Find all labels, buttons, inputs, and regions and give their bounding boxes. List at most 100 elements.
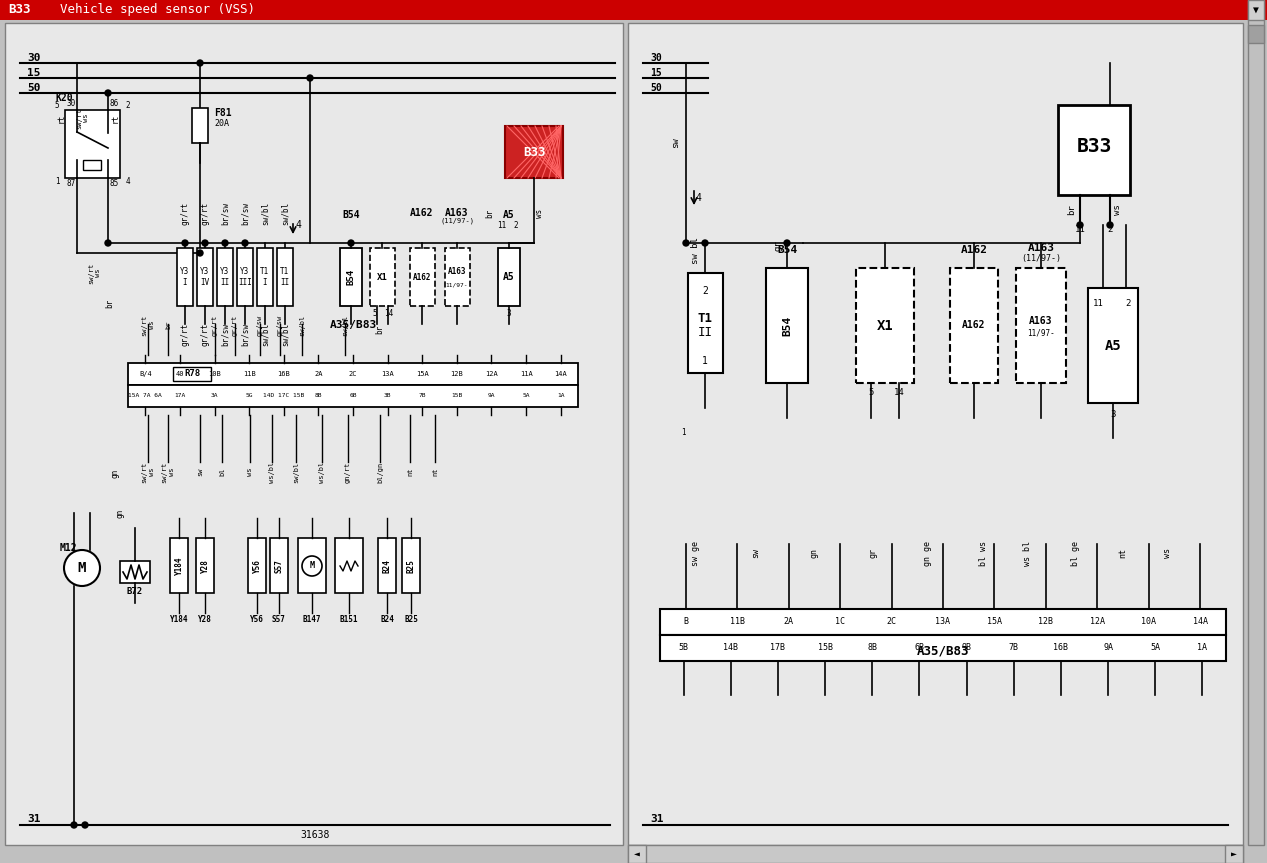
Bar xyxy=(411,248,435,306)
Text: 1: 1 xyxy=(702,356,708,366)
Text: B33: B33 xyxy=(1077,137,1111,156)
Bar xyxy=(1248,0,1264,845)
Bar xyxy=(856,268,914,383)
Bar xyxy=(84,160,101,170)
Bar xyxy=(170,538,188,593)
Text: ws: ws xyxy=(1114,205,1123,216)
Text: 1: 1 xyxy=(54,178,60,186)
Bar xyxy=(950,268,998,383)
Text: 11B: 11B xyxy=(243,371,256,377)
Text: 50: 50 xyxy=(27,83,41,93)
Text: B24: B24 xyxy=(380,614,394,623)
Text: 11/97-: 11/97- xyxy=(446,282,469,287)
Text: M: M xyxy=(309,562,314,570)
Circle shape xyxy=(196,60,203,66)
Bar xyxy=(128,363,578,385)
Text: sw/bl: sw/bl xyxy=(299,314,305,336)
Text: B25: B25 xyxy=(407,559,416,573)
Text: 14D 17C 15B: 14D 17C 15B xyxy=(264,394,304,399)
Text: br/sw: br/sw xyxy=(241,201,250,224)
Text: 2A: 2A xyxy=(314,371,323,377)
Text: 3: 3 xyxy=(1110,411,1116,419)
Text: 15: 15 xyxy=(650,68,661,78)
Text: sw/bl: sw/bl xyxy=(261,201,270,224)
Text: B151: B151 xyxy=(340,614,359,623)
Bar xyxy=(660,635,1226,661)
Text: X1: X1 xyxy=(376,273,388,281)
Bar xyxy=(196,538,214,593)
Text: 11: 11 xyxy=(1092,299,1104,307)
Text: bl: bl xyxy=(219,468,226,476)
Text: 15B: 15B xyxy=(451,394,462,399)
Text: 9B: 9B xyxy=(962,644,972,652)
Bar xyxy=(5,23,623,845)
Text: gr/rt: gr/rt xyxy=(180,323,190,345)
Text: 1: 1 xyxy=(680,429,685,438)
Text: B24: B24 xyxy=(383,559,392,573)
Text: ws/bl: ws/bl xyxy=(269,462,275,482)
Text: Y28: Y28 xyxy=(198,614,212,623)
Text: R78: R78 xyxy=(184,369,200,379)
Text: br: br xyxy=(485,208,494,217)
Text: sw/bl: sw/bl xyxy=(342,314,348,336)
Text: 14: 14 xyxy=(384,310,394,318)
Text: nt: nt xyxy=(407,468,413,476)
Text: A35/B83: A35/B83 xyxy=(917,645,969,658)
Text: Y28: Y28 xyxy=(200,559,209,573)
Text: 12A: 12A xyxy=(1090,618,1105,627)
Text: sw/rt
ws: sw/rt ws xyxy=(89,262,101,284)
Text: A162: A162 xyxy=(962,320,986,331)
Text: 3B: 3B xyxy=(384,394,392,399)
Text: 7B: 7B xyxy=(418,394,426,399)
Text: 14A: 14A xyxy=(1192,618,1207,627)
Text: gr/rt: gr/rt xyxy=(232,314,238,336)
Text: A35/B83: A35/B83 xyxy=(329,320,376,330)
Text: sw: sw xyxy=(196,468,203,476)
Bar xyxy=(767,268,808,383)
Text: ws: ws xyxy=(536,208,545,217)
Text: Y56: Y56 xyxy=(250,614,264,623)
Text: 10A: 10A xyxy=(1142,618,1157,627)
Text: 1C: 1C xyxy=(835,618,845,627)
Text: ws/bl: ws/bl xyxy=(319,462,326,482)
Text: A162: A162 xyxy=(960,245,987,255)
Text: 30: 30 xyxy=(66,99,76,109)
Text: 5: 5 xyxy=(868,388,874,398)
Text: rt: rt xyxy=(57,113,66,123)
Bar xyxy=(340,248,362,306)
Text: gr: gr xyxy=(773,241,783,251)
Text: A163: A163 xyxy=(447,268,466,276)
Text: 2C: 2C xyxy=(887,618,897,627)
Text: gr/sw: gr/sw xyxy=(277,314,283,336)
Circle shape xyxy=(105,90,111,96)
Text: S57: S57 xyxy=(275,559,284,573)
Circle shape xyxy=(683,240,689,246)
Text: nt: nt xyxy=(1119,548,1128,558)
Text: gn ge: gn ge xyxy=(924,540,933,565)
Bar xyxy=(445,248,470,306)
Text: sw/rt
ws: sw/rt ws xyxy=(76,107,90,129)
Text: 6B: 6B xyxy=(915,644,925,652)
Circle shape xyxy=(1107,222,1112,228)
Bar xyxy=(257,248,272,306)
Text: 11B: 11B xyxy=(730,618,745,627)
Text: gr/rt: gr/rt xyxy=(200,201,209,224)
Text: 85: 85 xyxy=(109,180,119,188)
Text: 9A: 9A xyxy=(488,394,495,399)
Text: 16B: 16B xyxy=(1053,644,1068,652)
Bar xyxy=(628,845,1243,863)
Text: 2C: 2C xyxy=(348,371,357,377)
Bar xyxy=(174,367,212,381)
Text: 5A: 5A xyxy=(1150,644,1161,652)
Text: br/sw: br/sw xyxy=(241,323,250,345)
Text: bl ge: bl ge xyxy=(1072,540,1081,565)
Circle shape xyxy=(1077,222,1083,228)
Text: Y3
III: Y3 III xyxy=(238,268,252,287)
Text: 50: 50 xyxy=(650,83,661,93)
Text: A163: A163 xyxy=(1028,243,1054,253)
Text: B33: B33 xyxy=(523,146,545,159)
Text: 17B: 17B xyxy=(770,644,786,652)
Circle shape xyxy=(196,250,203,256)
Text: 20A: 20A xyxy=(214,118,229,128)
Text: gn: gn xyxy=(110,469,119,477)
